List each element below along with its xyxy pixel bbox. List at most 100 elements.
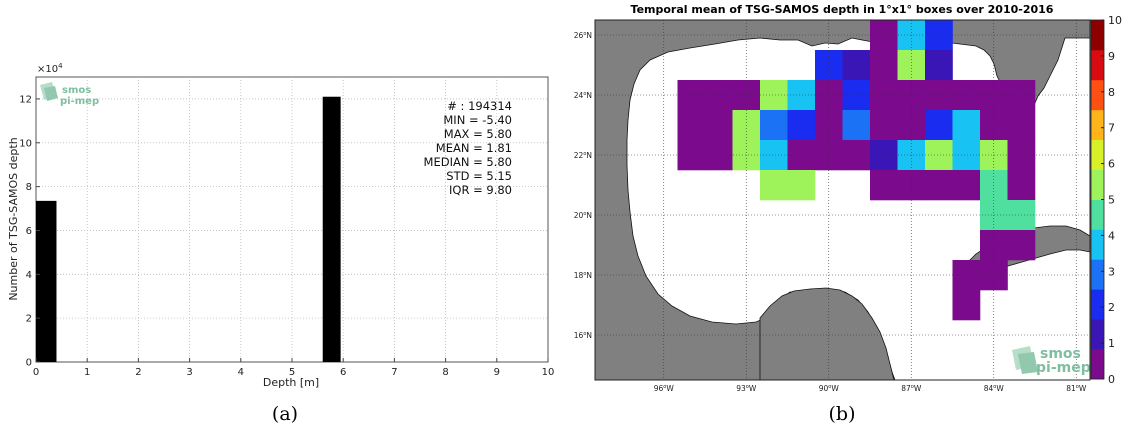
logo-line2: pi-mep [60, 96, 99, 107]
map-border [594, 19, 1091, 381]
map-cell [870, 170, 898, 201]
map-cell [925, 80, 953, 111]
colorbar-segment [1091, 79, 1104, 111]
panel-a-caption: (a) [272, 403, 298, 425]
stat-mean: MEAN = 1.81 [436, 141, 512, 155]
histogram-x-tick-label: 4 [238, 367, 244, 378]
smos-logo-icon [40, 82, 58, 101]
colorbar-segment [1091, 169, 1104, 200]
map-lon-label: 90oW [819, 384, 840, 393]
map-cell [952, 140, 981, 171]
map-lat-label: 20oN [574, 211, 592, 220]
map-lon-label: 81oW [1066, 384, 1087, 393]
map-frame: smos pi-mep [595, 20, 1091, 380]
map-cell [705, 110, 733, 141]
colorbar-segment [1091, 109, 1104, 141]
colorbar-tick-label: 3 [1108, 265, 1115, 278]
map-title: Temporal mean of TSG-SAMOS depth in 1°x1… [631, 3, 1054, 16]
histogram-x-tick-label: 6 [340, 367, 346, 378]
colorbar-ticks: 0 1 2 3 4 5 6 7 8 9 10 [1101, 14, 1122, 386]
colorbar-segment [1091, 289, 1104, 320]
map-cell [787, 110, 816, 141]
map-cell [787, 80, 816, 111]
map-lat-label: 22oN [574, 151, 592, 160]
stat-std: STD = 5.15 [446, 169, 512, 183]
map-logo-line2: pi-mep [1036, 360, 1091, 376]
stat-count: # : 194314 [447, 99, 512, 113]
map-cell [952, 170, 981, 201]
map-cell [760, 140, 788, 171]
logo-line1: smos [62, 85, 91, 96]
map-cell [952, 80, 981, 111]
map-cell [842, 110, 871, 141]
colorbar-tick-label: 4 [1108, 229, 1115, 242]
colorbar-tick-label: 6 [1108, 158, 1115, 171]
map-cell [925, 110, 953, 141]
histogram-y-tick-label: 10 [19, 138, 32, 149]
panel-b-caption: (b) [829, 403, 856, 425]
histogram-y-tick-label: 12 [19, 94, 32, 105]
map-cell [870, 110, 898, 141]
land-yucatan [759, 287, 895, 380]
stat-max: MAX = 5.80 [444, 127, 512, 141]
map-lat-ticks: 16oN 18oN 20oN 22oN 24oN 26oN [574, 31, 592, 340]
map-cell [952, 290, 981, 321]
histogram-x-tick-label: 8 [442, 367, 448, 378]
map-cell [925, 50, 953, 81]
colorbar-segment [1091, 20, 1104, 51]
colorbar [1090, 19, 1105, 380]
map-grid [595, 20, 1090, 380]
histogram-x-tick-label: 3 [186, 367, 192, 378]
map-cell [870, 50, 898, 81]
histogram-x-tick-label: 2 [135, 367, 141, 378]
histogram-x-ticks: 0 1 2 3 4 5 6 7 8 9 10 [33, 358, 555, 378]
map-cell [952, 110, 981, 141]
colorbar-segment [1091, 199, 1104, 230]
map-lat-label: 24oN [574, 91, 592, 100]
smos-logo-map: smos pi-mep [1012, 346, 1091, 376]
smos-logo: smos pi-mep [40, 82, 99, 107]
map-cell [952, 260, 981, 291]
map-cell [1007, 230, 1036, 261]
map-cell [925, 20, 953, 51]
map-cell [787, 140, 816, 171]
colorbar-tick-label: 5 [1108, 194, 1115, 207]
map-lat-label: 18oN [574, 271, 592, 280]
stat-min: MIN = -5.40 [443, 113, 512, 127]
map-lon-label: 96oW [654, 384, 675, 393]
map-cell [1007, 110, 1036, 141]
map-lon-label: 93oW [736, 384, 757, 393]
histogram-y-ticks: 0 2 4 6 8 10 12 [19, 94, 40, 369]
histogram-y-tick-label: 2 [26, 314, 32, 325]
map-cell [677, 110, 706, 141]
histogram-y-tick-label: 4 [26, 270, 32, 281]
map-cell [760, 80, 788, 111]
colorbar-segment [1091, 49, 1104, 81]
histogram-x-tick-label: 5 [289, 367, 295, 378]
colorbar-tick-label: 8 [1108, 86, 1115, 99]
histogram-x-tick-label: 10 [542, 367, 555, 378]
map-lon-label: 84oW [984, 384, 1005, 393]
histogram-y-tick-label: 8 [26, 182, 32, 193]
map-cell [760, 170, 788, 201]
map-cell [842, 50, 871, 81]
colorbar-segment [1091, 349, 1104, 380]
colorbar-segment [1091, 319, 1104, 350]
map-panel: Temporal mean of TSG-SAMOS depth in 1°x1… [574, 3, 1122, 425]
histogram-x-tick-label: 7 [391, 367, 397, 378]
map-cell [787, 170, 816, 201]
colorbar-segment [1091, 259, 1104, 290]
stat-iqr: IQR = 9.80 [449, 183, 512, 197]
histogram-x-tick-label: 1 [84, 367, 90, 378]
map-lat-label: 16oN [574, 331, 592, 340]
map-lon-label: 87oW [901, 384, 922, 393]
map-cell [1007, 170, 1036, 201]
histogram-y-tick-label: 0 [26, 358, 32, 369]
histogram-x-tick-label: 9 [494, 367, 500, 378]
histogram-grid [36, 77, 548, 362]
map-cell [925, 170, 953, 201]
smos-logo-map-icon [1012, 346, 1038, 374]
histogram-y-label: Number of TSG-SAMOS depth [7, 137, 20, 300]
